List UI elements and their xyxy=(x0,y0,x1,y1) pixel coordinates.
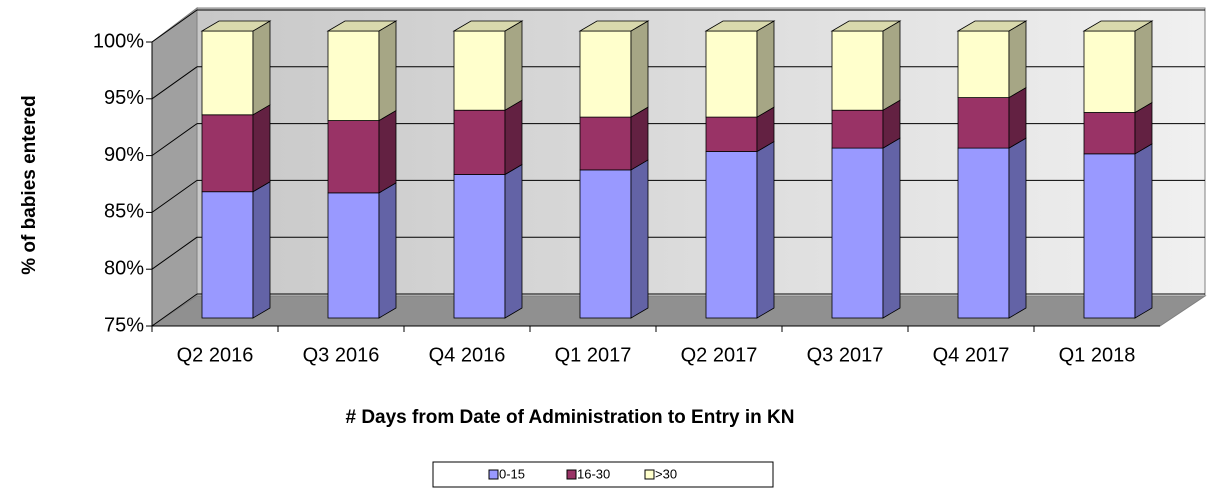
bar-top xyxy=(200,20,272,32)
bar-segment xyxy=(579,169,632,319)
bar-segment xyxy=(1083,112,1136,155)
bar-segment xyxy=(327,30,380,121)
bar-side xyxy=(1134,143,1153,319)
bar-side xyxy=(378,109,397,194)
bar-side xyxy=(756,140,775,319)
bars xyxy=(200,20,1154,319)
side-wall xyxy=(151,6,198,327)
grid xyxy=(151,9,1205,327)
legend-items: 0-15 16-30 >30 xyxy=(488,466,677,481)
bar-segment xyxy=(831,147,884,319)
bar-side xyxy=(882,137,901,319)
bar-side xyxy=(252,20,271,116)
y-tick-label: 75% xyxy=(104,314,144,336)
grid-line xyxy=(151,293,198,327)
x-tick-label: Q1 2018 xyxy=(1059,344,1136,366)
bar-side xyxy=(504,20,523,111)
bar-segment xyxy=(831,109,884,149)
bar-segment xyxy=(453,109,506,175)
legend-swatch xyxy=(566,469,577,480)
x-tick-label: Q2 2016 xyxy=(177,344,254,366)
bar-side xyxy=(252,181,271,319)
bar-segment xyxy=(705,30,758,118)
y-tick-label: 80% xyxy=(104,257,144,279)
bar-side xyxy=(1008,86,1027,149)
bar-side xyxy=(630,106,649,171)
bar-segment xyxy=(327,120,380,194)
y-tick-label: 100% xyxy=(93,30,144,52)
floor xyxy=(150,295,1207,327)
x-tick-label: Q2 2017 xyxy=(681,344,758,366)
grid-line xyxy=(151,9,198,43)
bar-segment xyxy=(957,30,1010,98)
legend-label: 16-30 xyxy=(577,466,610,481)
bar-top xyxy=(704,20,776,32)
bar-segment xyxy=(327,192,380,319)
bar-top xyxy=(1082,20,1154,32)
legend-label: >30 xyxy=(655,466,677,481)
bar-segment xyxy=(705,151,758,319)
bar-side xyxy=(252,104,271,193)
grid-line xyxy=(151,179,198,213)
bar-side xyxy=(1008,20,1027,99)
y-tick-label: 90% xyxy=(104,144,144,166)
x-tick-label: Q4 2017 xyxy=(933,344,1010,366)
x-axis-title: # Days from Date of Administration to En… xyxy=(345,407,794,428)
bar-segment xyxy=(705,116,758,152)
bar-segment xyxy=(1083,30,1136,113)
x-tick-label: Q3 2016 xyxy=(303,344,380,366)
x-tick-label: Q3 2017 xyxy=(807,344,884,366)
legend-label: 0-15 xyxy=(499,466,525,481)
bar-segment xyxy=(831,30,884,111)
grid-line xyxy=(151,66,198,100)
bar-side xyxy=(630,20,649,118)
bar-side xyxy=(882,20,901,111)
bar-segment xyxy=(957,147,1010,319)
bar-segment xyxy=(579,116,632,171)
bar-segment xyxy=(201,114,254,193)
bar-side xyxy=(378,182,397,319)
bar-side xyxy=(378,20,397,122)
bar-side xyxy=(1008,137,1027,319)
bar-top xyxy=(956,20,1028,32)
grid-line xyxy=(151,236,198,270)
x-tick-label: Q4 2016 xyxy=(429,344,506,366)
bar-segment xyxy=(201,191,254,319)
bar-top xyxy=(830,20,902,32)
bar-top xyxy=(326,20,398,32)
bar-side xyxy=(630,159,649,319)
bar-side xyxy=(756,20,775,118)
bar-segment xyxy=(453,174,506,319)
bar-segment xyxy=(957,97,1010,149)
legend-swatch xyxy=(644,469,655,480)
bar-top xyxy=(452,20,524,32)
bar-segment xyxy=(201,30,254,116)
bar-segment xyxy=(579,30,632,118)
grid-line xyxy=(151,123,198,157)
bar-side xyxy=(1134,20,1153,114)
bar-side xyxy=(504,99,523,176)
bar-top xyxy=(578,20,650,32)
y-tick-label: 85% xyxy=(104,201,144,223)
bar-segment xyxy=(453,30,506,111)
y-axis-title: % of babies entered xyxy=(19,95,40,275)
bar-segment xyxy=(1083,153,1136,319)
y-tick-label: 95% xyxy=(104,87,144,109)
legend-swatch xyxy=(488,469,499,480)
bar-side xyxy=(504,163,523,319)
x-tick-label: Q1 2017 xyxy=(555,344,632,366)
